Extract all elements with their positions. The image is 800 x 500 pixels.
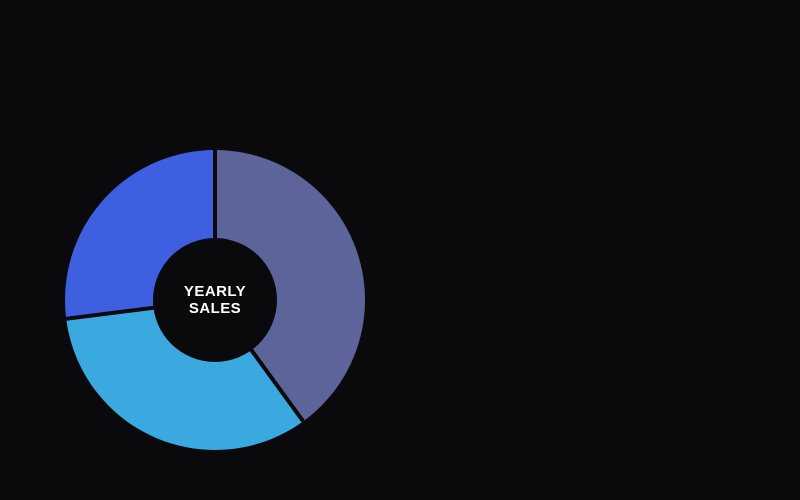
chart-stage: YEARLY SALES: [0, 0, 800, 500]
yearly-sales-donut: YEARLY SALES: [65, 150, 365, 450]
donut-center-label: YEARLY SALES: [184, 283, 246, 318]
donut-hole: YEARLY SALES: [153, 238, 277, 362]
